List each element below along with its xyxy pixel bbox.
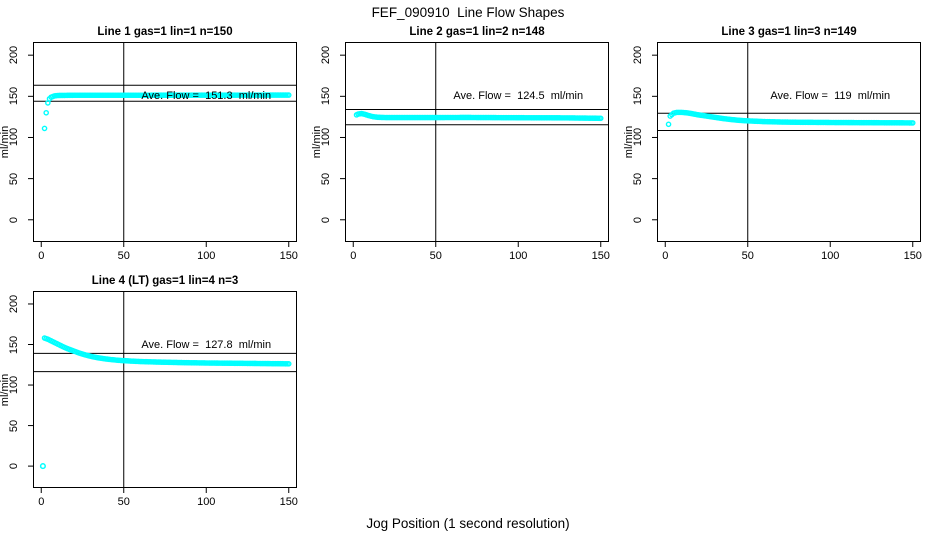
panel-title: Line 2 gas=1 lin=2 n=148 [409, 26, 545, 38]
panel-title: Line 4 (LT) gas=1 lin=4 n=3 [91, 275, 239, 287]
x-tick-label: 100 [197, 250, 216, 262]
x-tick-label: 100 [821, 250, 840, 262]
panel-line-1: Line 1 gas=1 lin=1 n=150 ml/min Ave. Flo… [0, 26, 298, 262]
x-tick-label: 0 [350, 250, 357, 262]
panel-title: Line 1 gas=1 lin=1 n=150 [97, 26, 233, 38]
x-tick-label: 100 [197, 496, 216, 508]
x-tick-label: 150 [279, 496, 298, 508]
panel-line-3: Line 3 gas=1 lin=3 n=149 ml/min Ave. Flo… [623, 26, 922, 262]
x-tick-label: 150 [903, 250, 922, 262]
x-tick-label: 100 [509, 250, 528, 262]
ave-flow-annotation: Ave. Flow = 151.3 ml/min [141, 90, 272, 103]
x-tick-label: 0 [662, 250, 669, 262]
ave-flow-annotation: Ave. Flow = 119 ml/min [770, 90, 891, 103]
plot-area [28, 291, 297, 493]
panel-title: Line 3 gas=1 lin=3 n=149 [721, 26, 857, 38]
plot-area [340, 42, 609, 247]
x-tick-label: 0 [38, 496, 45, 508]
x-tick-label: 50 [117, 496, 130, 508]
panel-line-4: Line 4 (LT) gas=1 lin=4 n=3 ml/min Ave. … [0, 275, 298, 508]
figure-title: FEF_090910 Line Flow Shapes [371, 5, 565, 20]
x-tick-label: 50 [741, 250, 754, 262]
x-tick-label: 50 [429, 250, 442, 262]
x-axis-label: Jog Position (1 second resolution) [366, 516, 570, 531]
ave-flow-annotation: Ave. Flow = 127.8 ml/min [141, 338, 272, 351]
plot-area [28, 42, 297, 247]
x-tick-label: 150 [591, 250, 610, 262]
panel-line-2: Line 2 gas=1 lin=2 n=148 ml/min Ave. Flo… [311, 26, 610, 262]
x-tick-label: 0 [38, 250, 45, 262]
x-tick-label: 50 [117, 250, 130, 262]
x-tick-label: 150 [279, 250, 298, 262]
plot-area [652, 42, 921, 247]
ave-flow-annotation: Ave. Flow = 124.5 ml/min [453, 90, 584, 103]
